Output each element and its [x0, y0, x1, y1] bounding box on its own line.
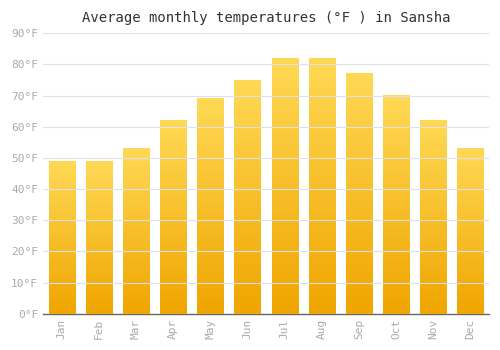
Title: Average monthly temperatures (°F ) in Sansha: Average monthly temperatures (°F ) in Sa… — [82, 11, 450, 25]
